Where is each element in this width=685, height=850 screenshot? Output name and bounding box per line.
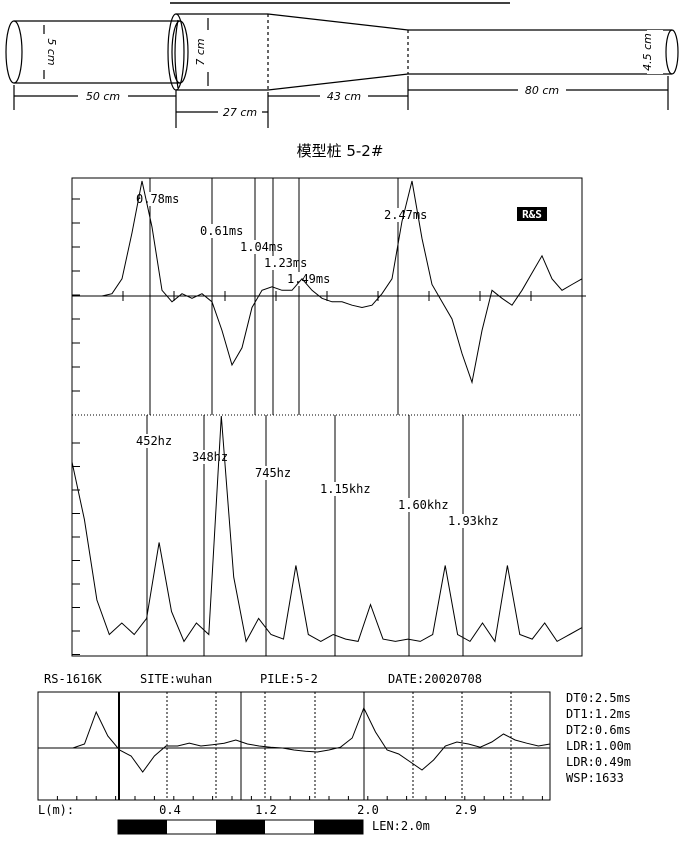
pile-label: PILE:5-2 — [260, 672, 318, 686]
marker-label: 1.15khz — [320, 482, 371, 496]
marker-label: 452hz — [136, 434, 172, 448]
marker-label-bg — [239, 240, 286, 254]
marker-label-bg — [319, 482, 373, 496]
site-label: SITE:wuhan — [140, 672, 212, 686]
segment-4-length: 80 cm — [525, 84, 559, 97]
marker-label-bg — [447, 514, 501, 528]
marker-label-bg — [286, 272, 333, 286]
param-ldr2: LDR:0.49m — [566, 755, 631, 769]
spectrum-curve — [71, 415, 583, 643]
time-domain-curve — [72, 180, 583, 385]
spectrum-panel: 452hz 348hz 745hz 1.15khz 1.60khz 1.93khz — [71, 415, 583, 656]
marker-label: 2.47ms — [384, 208, 427, 222]
x-tick-label: 0.4 — [159, 803, 181, 817]
marker-label: 745hz — [255, 466, 291, 480]
reflectogram-curve — [38, 706, 551, 773]
param-dt0: DT0:2.5ms — [566, 691, 631, 705]
rs-badge-bg — [517, 207, 547, 221]
x-tick-label: 2.0 — [357, 803, 379, 817]
rs-badge: R&S — [522, 208, 542, 221]
marker-label: 0.61ms — [200, 224, 243, 238]
segment-2-diameter: 7 cm — [194, 38, 207, 65]
main-chart-frame — [71, 177, 583, 657]
pile-title: 模型桩 5-2# — [297, 142, 384, 160]
marker-label-bg — [397, 498, 451, 512]
marker-label-bg — [254, 466, 293, 480]
segment-3-length: 43 cm — [327, 90, 361, 103]
x-tick-label: 2.9 — [455, 803, 477, 817]
header-line: RS-1616K SITE:wuhan PILE:5-2 DATE:200207… — [44, 672, 482, 686]
marker-label: 0.78ms — [136, 192, 179, 206]
marker-label-bg — [199, 224, 246, 238]
reflectogram-panel: 0.4 1.2 2.0 2.9 — [37, 692, 551, 817]
scale-bar-segment — [216, 820, 265, 834]
param-wsp: WSP:1633 — [566, 771, 624, 785]
marker-label: 1.60khz — [398, 498, 449, 512]
marker-label: 1.49ms — [287, 272, 330, 286]
marker-label: 1.23ms — [264, 256, 307, 270]
reflectogram-frame — [37, 691, 551, 801]
segment-4-diameter: 4.5 cm — [641, 33, 654, 71]
marker-label: 348hz — [192, 450, 228, 464]
x-axis-label: L(m): — [38, 803, 74, 817]
param-ldr1: LDR:1.00m — [566, 739, 631, 753]
marker-label-bg — [135, 434, 174, 448]
scale-bar — [117, 819, 364, 835]
marker-label: 1.93khz — [448, 514, 499, 528]
param-list: DT0:2.5ms DT1:1.2ms DT2:0.6ms LDR:1.00m … — [566, 691, 631, 785]
date-label: DATE:20020708 — [388, 672, 482, 686]
segment-1-length: 50 cm — [86, 90, 120, 103]
marker-label-bg — [263, 256, 310, 270]
marker-label-bg — [191, 450, 230, 464]
marker-label: 1.04ms — [240, 240, 283, 254]
segment-1-diameter: 5 cm — [45, 38, 58, 65]
length-label: LEN:2.0m — [372, 819, 430, 833]
param-dt2: DT2:0.6ms — [566, 723, 631, 737]
pile-schematic — [5, 2, 679, 128]
param-dt1: DT1:1.2ms — [566, 707, 631, 721]
pile-dimension-labels: 5 cm 7 cm 4.5 cm 50 cm 27 cm 43 cm 80 cm — [36, 30, 663, 119]
scale-bar-segment — [118, 820, 167, 834]
model-label: RS-1616K — [44, 672, 103, 686]
time-domain-panel: 0.78ms 0.61ms 1.04ms 1.23ms 1.49ms 2.47ms — [71, 178, 586, 415]
segment-2-length: 27 cm — [223, 106, 257, 119]
x-tick-label: 1.2 — [255, 803, 277, 817]
scale-bar-segment — [314, 820, 363, 834]
